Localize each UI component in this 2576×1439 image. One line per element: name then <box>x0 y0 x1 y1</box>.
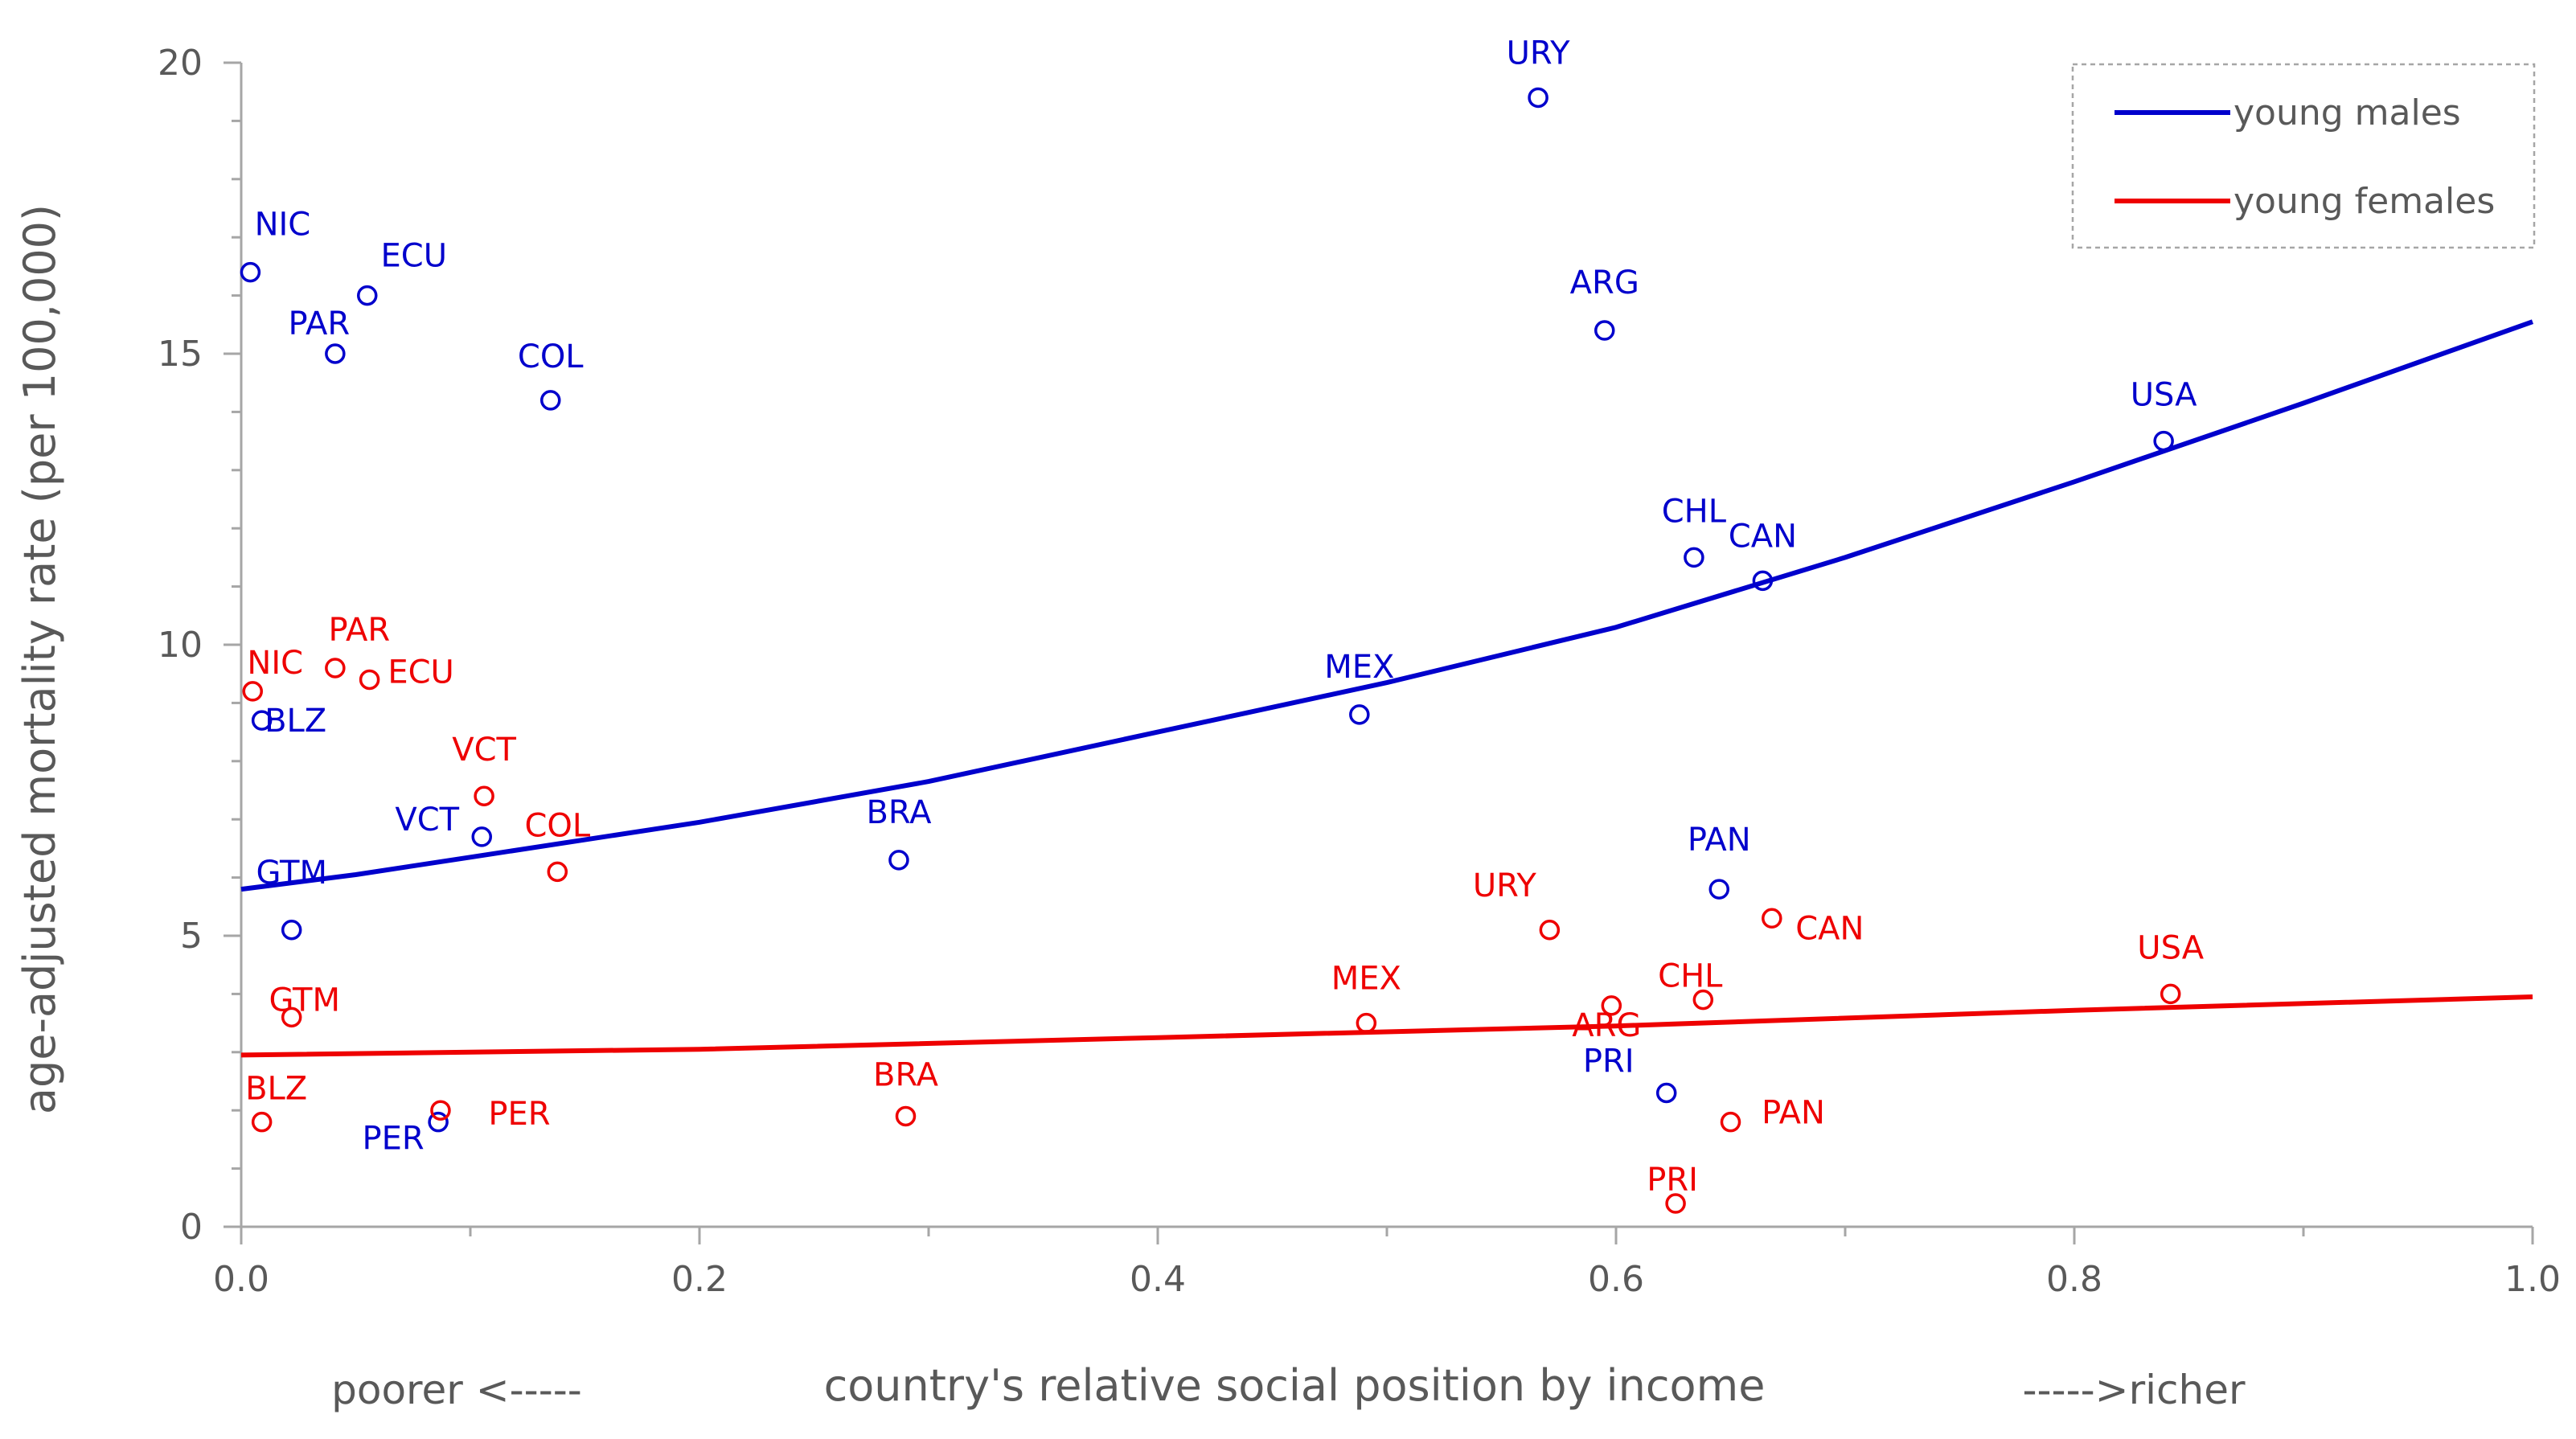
point-par <box>325 343 346 364</box>
point-arg <box>1594 320 1615 341</box>
x-tick-label: 0.8 <box>2046 1259 2102 1300</box>
x-axis-title: country's relative social position by in… <box>824 1360 1766 1411</box>
point-label-ecu: ECU <box>381 238 447 275</box>
point-bra <box>888 850 909 871</box>
point-label-col: COL <box>524 807 590 844</box>
point-label-vct: VCT <box>452 732 516 769</box>
point-col <box>540 390 561 411</box>
point-label-blz: BLZ <box>265 703 326 740</box>
y-tick-label: 0 <box>180 1207 203 1248</box>
x-tick-label: 0.0 <box>213 1259 269 1300</box>
point-ury <box>1539 920 1561 941</box>
point-mex <box>1349 704 1370 725</box>
x-tick-label: 0.4 <box>1130 1259 1186 1300</box>
point-label-bra: BRA <box>873 1056 939 1093</box>
x-tick-label: 1.0 <box>2504 1259 2561 1300</box>
point-ecu <box>357 285 378 306</box>
point-ecu <box>359 669 380 691</box>
point-pan <box>1708 879 1729 900</box>
point-arg <box>1601 995 1622 1016</box>
legend-label: young males <box>2233 92 2461 133</box>
point-mex <box>1356 1012 1377 1034</box>
y-tick-label: 5 <box>180 916 203 957</box>
point-pan <box>1720 1111 1741 1133</box>
y-tick-label: 15 <box>158 334 203 375</box>
point-label-pri: PRI <box>1647 1162 1698 1199</box>
point-label-mex: MEX <box>1331 961 1401 998</box>
y-axis-title: age-adjusted mortality rate (per 100,000… <box>14 204 65 1114</box>
point-gtm <box>281 920 302 941</box>
x-note-richer: ----->richer <box>2022 1367 2245 1413</box>
point-can <box>1762 908 1782 929</box>
point-label-ury: URY <box>1507 35 1571 72</box>
point-usa <box>2153 430 2174 452</box>
point-chl <box>1692 989 1714 1011</box>
y-tick-label: 10 <box>158 625 203 666</box>
point-label-arg: ARG <box>1570 264 1639 301</box>
point-par <box>325 658 346 679</box>
point-label-par: PAR <box>288 305 350 342</box>
point-blz <box>251 1111 273 1133</box>
axes: 0 5 10 15 20 0.0 0.2 0.4 0.6 0.8 1.0 <box>158 43 2561 1300</box>
point-bra <box>895 1105 917 1127</box>
point-label-vct: VCT <box>395 801 459 838</box>
legend: young males young females <box>2071 63 2536 249</box>
point-nic <box>240 261 261 283</box>
point-pri <box>1665 1193 1686 1214</box>
point-can <box>1752 570 1774 592</box>
point-label-can: CAN <box>1729 518 1797 555</box>
point-vct <box>471 826 492 847</box>
point-col <box>547 861 568 883</box>
x-tick-label: 0.2 <box>671 1259 728 1300</box>
point-nic <box>242 681 263 702</box>
point-label-chl: CHL <box>1662 493 1727 530</box>
point-label-chl: CHL <box>1658 958 1723 995</box>
point-label-bra: BRA <box>866 794 932 831</box>
point-chl <box>1684 547 1704 568</box>
point-label-blz: BLZ <box>245 1071 307 1108</box>
point-label-arg: ARG <box>1572 1007 1641 1044</box>
point-labels: NICECUPARCOLBLZGTMVCTPERBRAMEXURYARGCHLC… <box>245 35 2205 1199</box>
point-gtm <box>281 1006 302 1028</box>
point-label-mex: MEX <box>1324 649 1394 686</box>
point-label-nic: NIC <box>255 207 311 244</box>
point-label-ury: URY <box>1473 867 1537 904</box>
point-usa <box>2160 983 2181 1005</box>
point-per <box>430 1100 451 1121</box>
x-note-poorer: poorer <----- <box>331 1367 582 1413</box>
point-label-per: PER <box>363 1121 425 1158</box>
point-pri <box>1655 1082 1677 1104</box>
point-label-pan: PAN <box>1688 822 1751 859</box>
point-label-usa: USA <box>2137 929 2204 966</box>
point-label-can: CAN <box>1795 910 1864 947</box>
trend-lines <box>240 319 2534 1058</box>
point-label-per: PER <box>488 1096 550 1133</box>
data-points <box>240 87 2181 1214</box>
legend-box <box>2071 63 2536 249</box>
point-ury <box>1528 87 1548 109</box>
y-tick-label: 20 <box>158 43 203 84</box>
point-vct <box>474 785 494 806</box>
trend-line <box>240 994 2533 1058</box>
point-label-nic: NIC <box>247 645 303 682</box>
legend-label: young females <box>2233 181 2495 222</box>
point-label-ecu: ECU <box>388 654 453 691</box>
point-label-par: PAR <box>328 612 390 649</box>
point-label-col: COL <box>518 338 584 375</box>
x-tick-label: 0.6 <box>1588 1259 1644 1300</box>
point-label-pri: PRI <box>1583 1043 1635 1080</box>
point-per <box>428 1111 449 1133</box>
trend-line <box>240 319 2534 892</box>
point-blz <box>251 710 273 731</box>
point-label-gtm: GTM <box>269 982 340 1019</box>
point-label-gtm: GTM <box>256 855 327 892</box>
point-label-usa: USA <box>2131 377 2197 414</box>
point-label-pan: PAN <box>1762 1095 1825 1132</box>
